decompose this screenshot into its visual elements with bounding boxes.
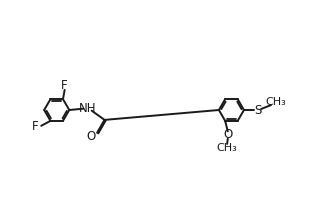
- Text: NH: NH: [79, 102, 96, 115]
- Text: O: O: [223, 128, 232, 141]
- Text: O: O: [86, 130, 96, 143]
- Text: CH₃: CH₃: [217, 143, 238, 153]
- Text: F: F: [61, 79, 68, 92]
- Text: F: F: [32, 120, 39, 133]
- Text: S: S: [254, 103, 261, 117]
- Text: CH₃: CH₃: [265, 97, 286, 107]
